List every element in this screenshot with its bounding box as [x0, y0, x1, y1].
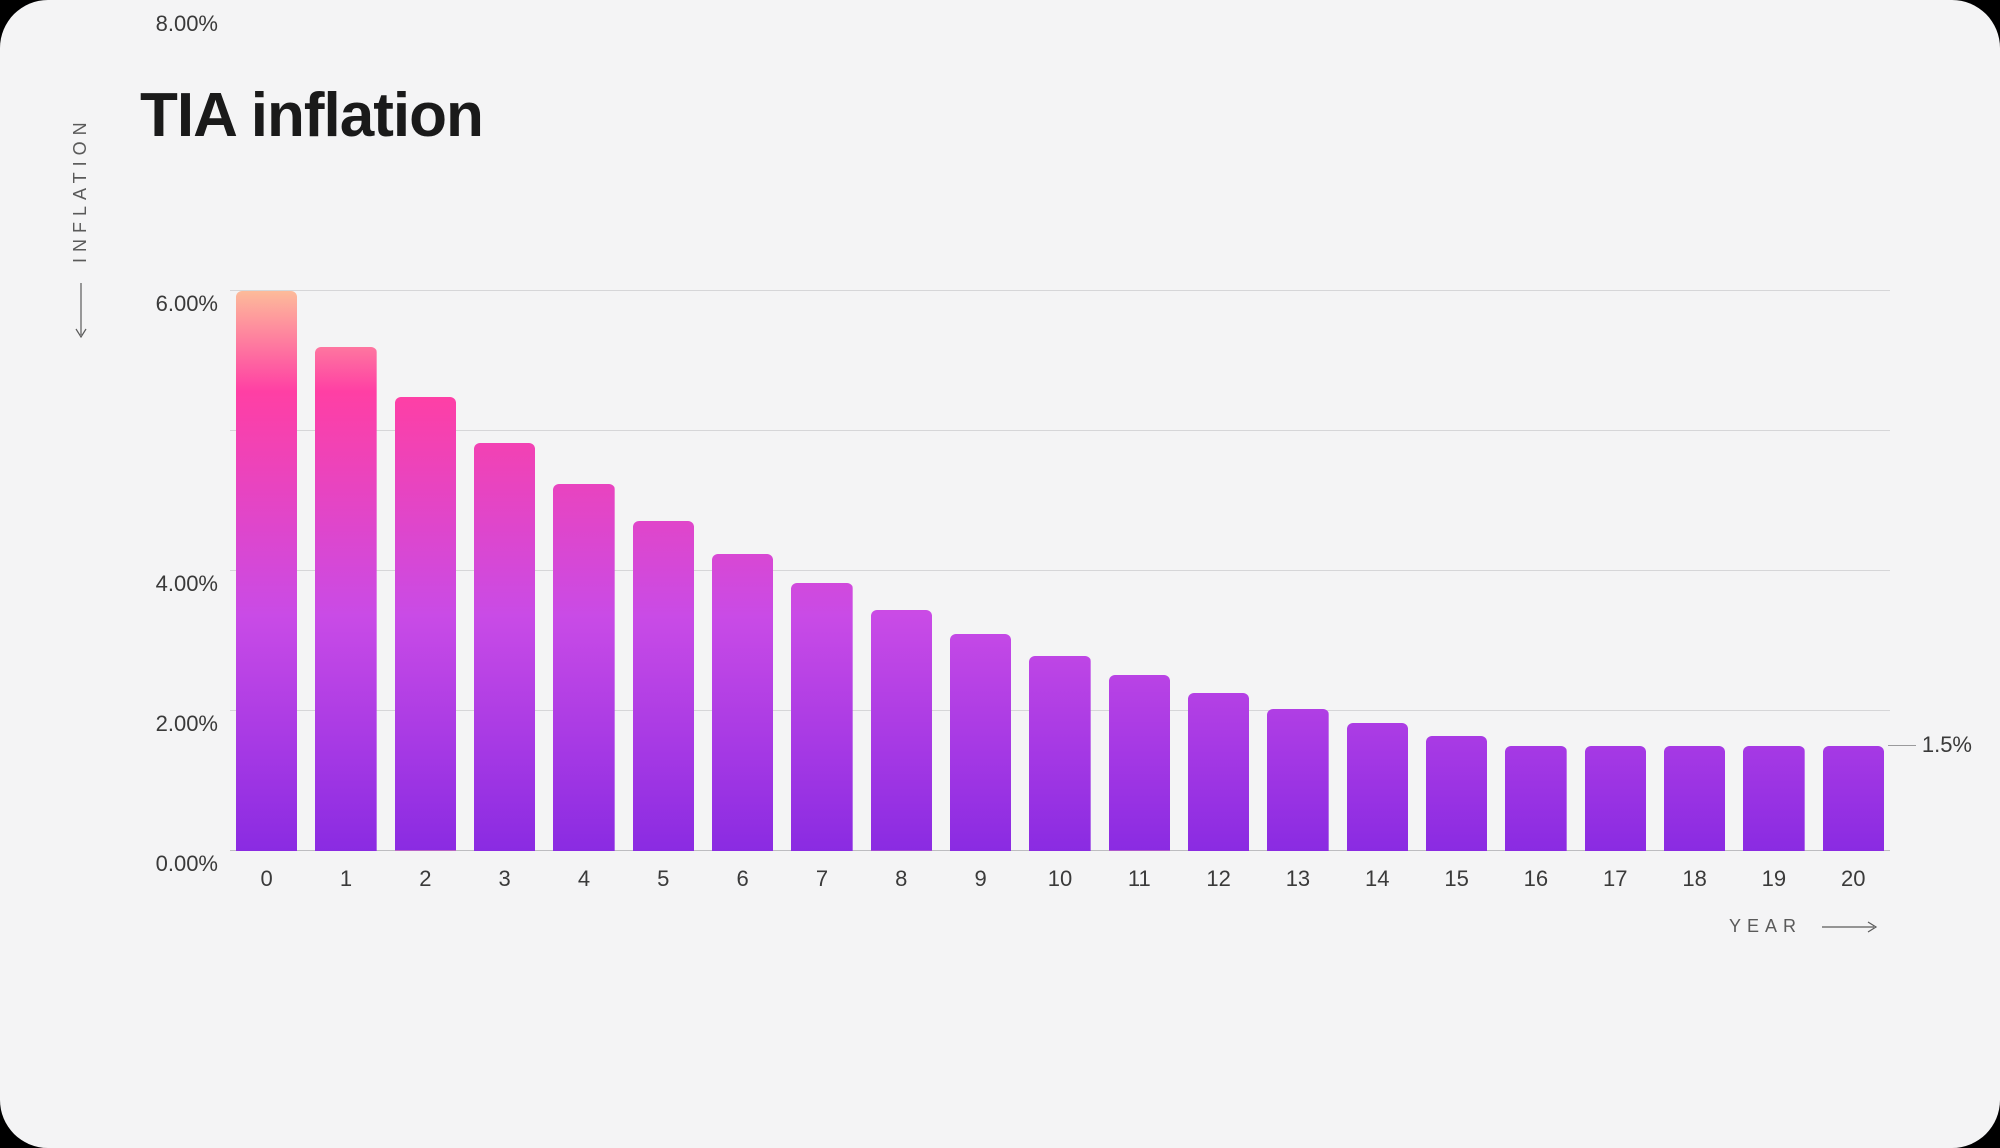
bar-slot — [1743, 291, 1804, 851]
bar-slot — [474, 291, 535, 851]
bar-slot — [1664, 291, 1725, 851]
x-tick-label: 10 — [1029, 866, 1090, 892]
y-axis-ticks: 0.00%2.00%4.00%6.00%8.00% — [130, 291, 230, 851]
plot-region: 1.5% — [230, 291, 1890, 851]
bar — [553, 484, 614, 852]
bar-slot — [553, 291, 614, 851]
bar — [1505, 746, 1566, 851]
bar-slot — [1109, 291, 1170, 851]
y-axis-label: INFLATION — [70, 116, 91, 341]
x-tick-label: 3 — [474, 866, 535, 892]
bar-slot — [236, 291, 297, 851]
bar-slot — [1267, 291, 1328, 851]
chart-card: TIA inflation INFLATION 0.00%2.00%4.00%6… — [0, 0, 2000, 1148]
x-tick-label: 1 — [315, 866, 376, 892]
x-tick-label: 16 — [1505, 866, 1566, 892]
x-tick-label: 14 — [1347, 866, 1408, 892]
arrow-right-icon — [1820, 921, 1880, 933]
bar-slot — [315, 291, 376, 851]
bar — [1188, 693, 1249, 851]
bar — [1426, 736, 1487, 852]
x-tick-label: 12 — [1188, 866, 1249, 892]
x-tick-label: 15 — [1426, 866, 1487, 892]
y-axis-label-text: INFLATION — [70, 116, 91, 263]
x-tick-label: 18 — [1664, 866, 1725, 892]
bar — [474, 443, 535, 851]
bar-slot — [1029, 291, 1090, 851]
x-tick-label: 20 — [1823, 866, 1884, 892]
bar — [1267, 709, 1328, 851]
bar — [1347, 723, 1408, 851]
bar — [315, 347, 376, 851]
x-tick-label: 7 — [791, 866, 852, 892]
bar-slot — [1505, 291, 1566, 851]
x-axis-ticks: 01234567891011121314151617181920 — [230, 866, 1890, 892]
bar — [871, 610, 932, 851]
x-axis-label-text: YEAR — [1729, 916, 1802, 937]
x-tick-label: 9 — [950, 866, 1011, 892]
callout-line — [1888, 745, 1916, 746]
chart-area: INFLATION 0.00%2.00%4.00%6.00%8.00% 1.5%… — [130, 291, 1890, 971]
bar-slot — [791, 291, 852, 851]
x-tick-label: 4 — [553, 866, 614, 892]
bar-slot — [1585, 291, 1646, 851]
x-tick-label: 8 — [871, 866, 932, 892]
bars-container — [230, 291, 1890, 851]
x-tick-label: 5 — [633, 866, 694, 892]
y-tick-label: 8.00% — [156, 11, 218, 571]
bar — [1743, 746, 1804, 851]
bar — [633, 521, 694, 851]
bar — [950, 634, 1011, 851]
bar-slot — [633, 291, 694, 851]
bar — [1109, 675, 1170, 851]
bar — [236, 291, 297, 851]
bar-slot — [712, 291, 773, 851]
x-tick-label: 17 — [1585, 866, 1646, 892]
bar-slot — [395, 291, 456, 851]
bar-slot — [1188, 291, 1249, 851]
bar — [1029, 656, 1090, 851]
bar — [1585, 746, 1646, 851]
bar-slot — [1426, 291, 1487, 851]
bar-slot — [1823, 291, 1884, 851]
x-tick-label: 13 — [1267, 866, 1328, 892]
bar-slot — [950, 291, 1011, 851]
bar-slot — [1347, 291, 1408, 851]
arrow-left-icon — [75, 281, 87, 341]
callout-label: 1.5% — [1922, 732, 1972, 758]
x-tick-label: 11 — [1109, 866, 1170, 892]
bar — [395, 397, 456, 851]
bar-slot — [871, 291, 932, 851]
x-tick-label: 6 — [712, 866, 773, 892]
x-tick-label: 0 — [236, 866, 297, 892]
x-tick-label: 2 — [395, 866, 456, 892]
chart-title: TIA inflation — [140, 80, 1890, 151]
bar — [791, 583, 852, 851]
bar — [712, 554, 773, 852]
bar — [1823, 746, 1884, 851]
x-tick-label: 19 — [1743, 866, 1804, 892]
x-axis-label: YEAR — [1729, 916, 1880, 937]
bar — [1664, 746, 1725, 851]
